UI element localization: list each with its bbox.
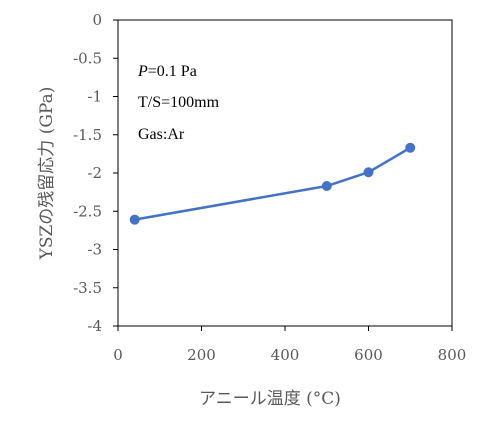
annotation-value: T/S=100mm [138, 94, 220, 111]
data-point [129, 214, 140, 225]
x-tick-label: 600 [354, 346, 383, 364]
y-tick-label: -1 [87, 88, 102, 106]
annotations: P=0.1 Pa T/S=100mm Gas:Ar [137, 63, 220, 143]
data-point [405, 142, 416, 153]
y-tick-label: -4 [87, 317, 102, 335]
y-tick-label: -3.5 [73, 279, 102, 297]
plot-area [117, 19, 453, 327]
x-tick-label: 200 [187, 346, 216, 364]
y-tick-label: -2 [87, 164, 102, 182]
y-axis-title: YSZの残留応力 (GPa) [37, 87, 57, 261]
x-tick-label: 400 [271, 346, 300, 364]
series-layer [129, 142, 416, 225]
y-tick-label: -1.5 [73, 126, 102, 144]
series-line [134, 146, 411, 221]
y-tick-label: -2.5 [73, 202, 102, 220]
y-axis-ticks: 0 -0.5 -1 -1.5 -2 -2.5 -3 -3.5 -4 [73, 11, 118, 335]
y-tick-label: -0.5 [73, 49, 102, 67]
annotation-text: T/S=100mm [138, 94, 220, 111]
annotation-text: Gas:Ar [138, 126, 185, 143]
x-tick-label: 0 [113, 346, 123, 364]
x-axis-ticks: 0 200 400 600 800 [113, 326, 466, 364]
annotation-italic: P [137, 63, 148, 80]
annotation-text: P=0.1 Pa [137, 63, 197, 80]
x-tick-label: 800 [438, 346, 467, 364]
x-axis-title: アニール温度 (°C) [199, 389, 341, 409]
y-tick-label: 0 [92, 11, 102, 29]
data-point [321, 181, 332, 192]
data-point [363, 167, 374, 178]
annotation-value: =0.1 Pa [148, 63, 197, 80]
annotation-value: Gas:Ar [138, 126, 185, 143]
y-tick-label: -3 [87, 241, 102, 259]
